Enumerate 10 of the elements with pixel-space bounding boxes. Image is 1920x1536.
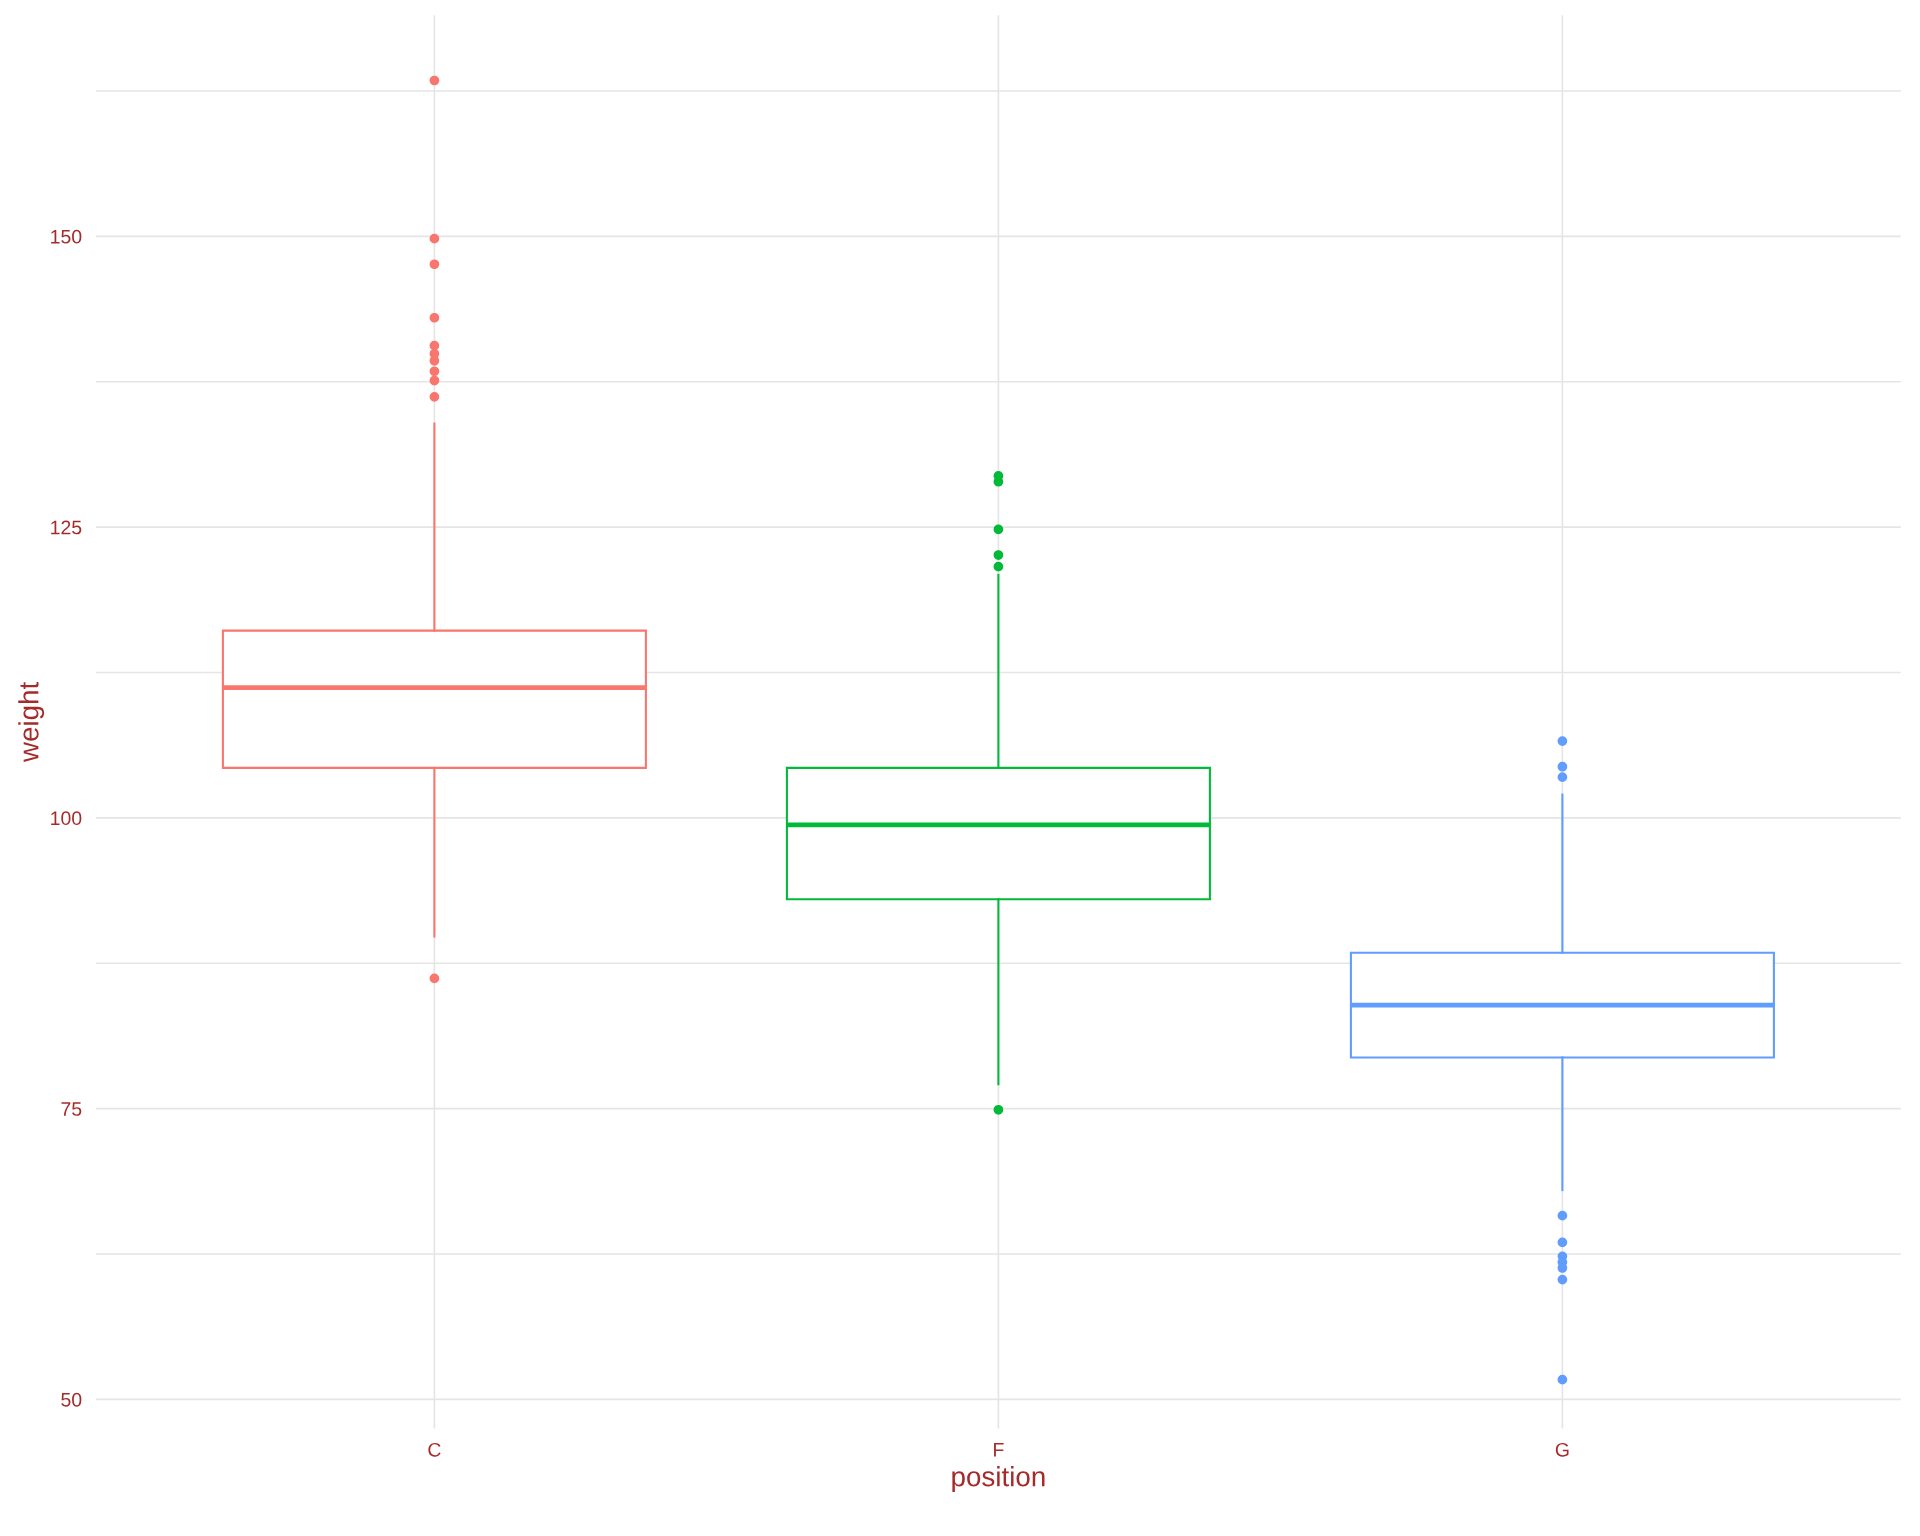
y-tick-label: 150 [51,229,82,244]
x-tick-label: F [994,1443,1004,1457]
y-tick-label: 50 [61,1392,82,1407]
y-axis-title: weight [18,681,45,763]
x-tick-label: G [1555,1442,1569,1457]
y-tick-label: 100 [51,811,82,826]
x-tick-label: C [428,1442,441,1457]
y-tick-label: 125 [51,520,82,535]
y-tick-label: 75 [61,1102,82,1116]
x-axis-title: position [952,1466,1045,1492]
